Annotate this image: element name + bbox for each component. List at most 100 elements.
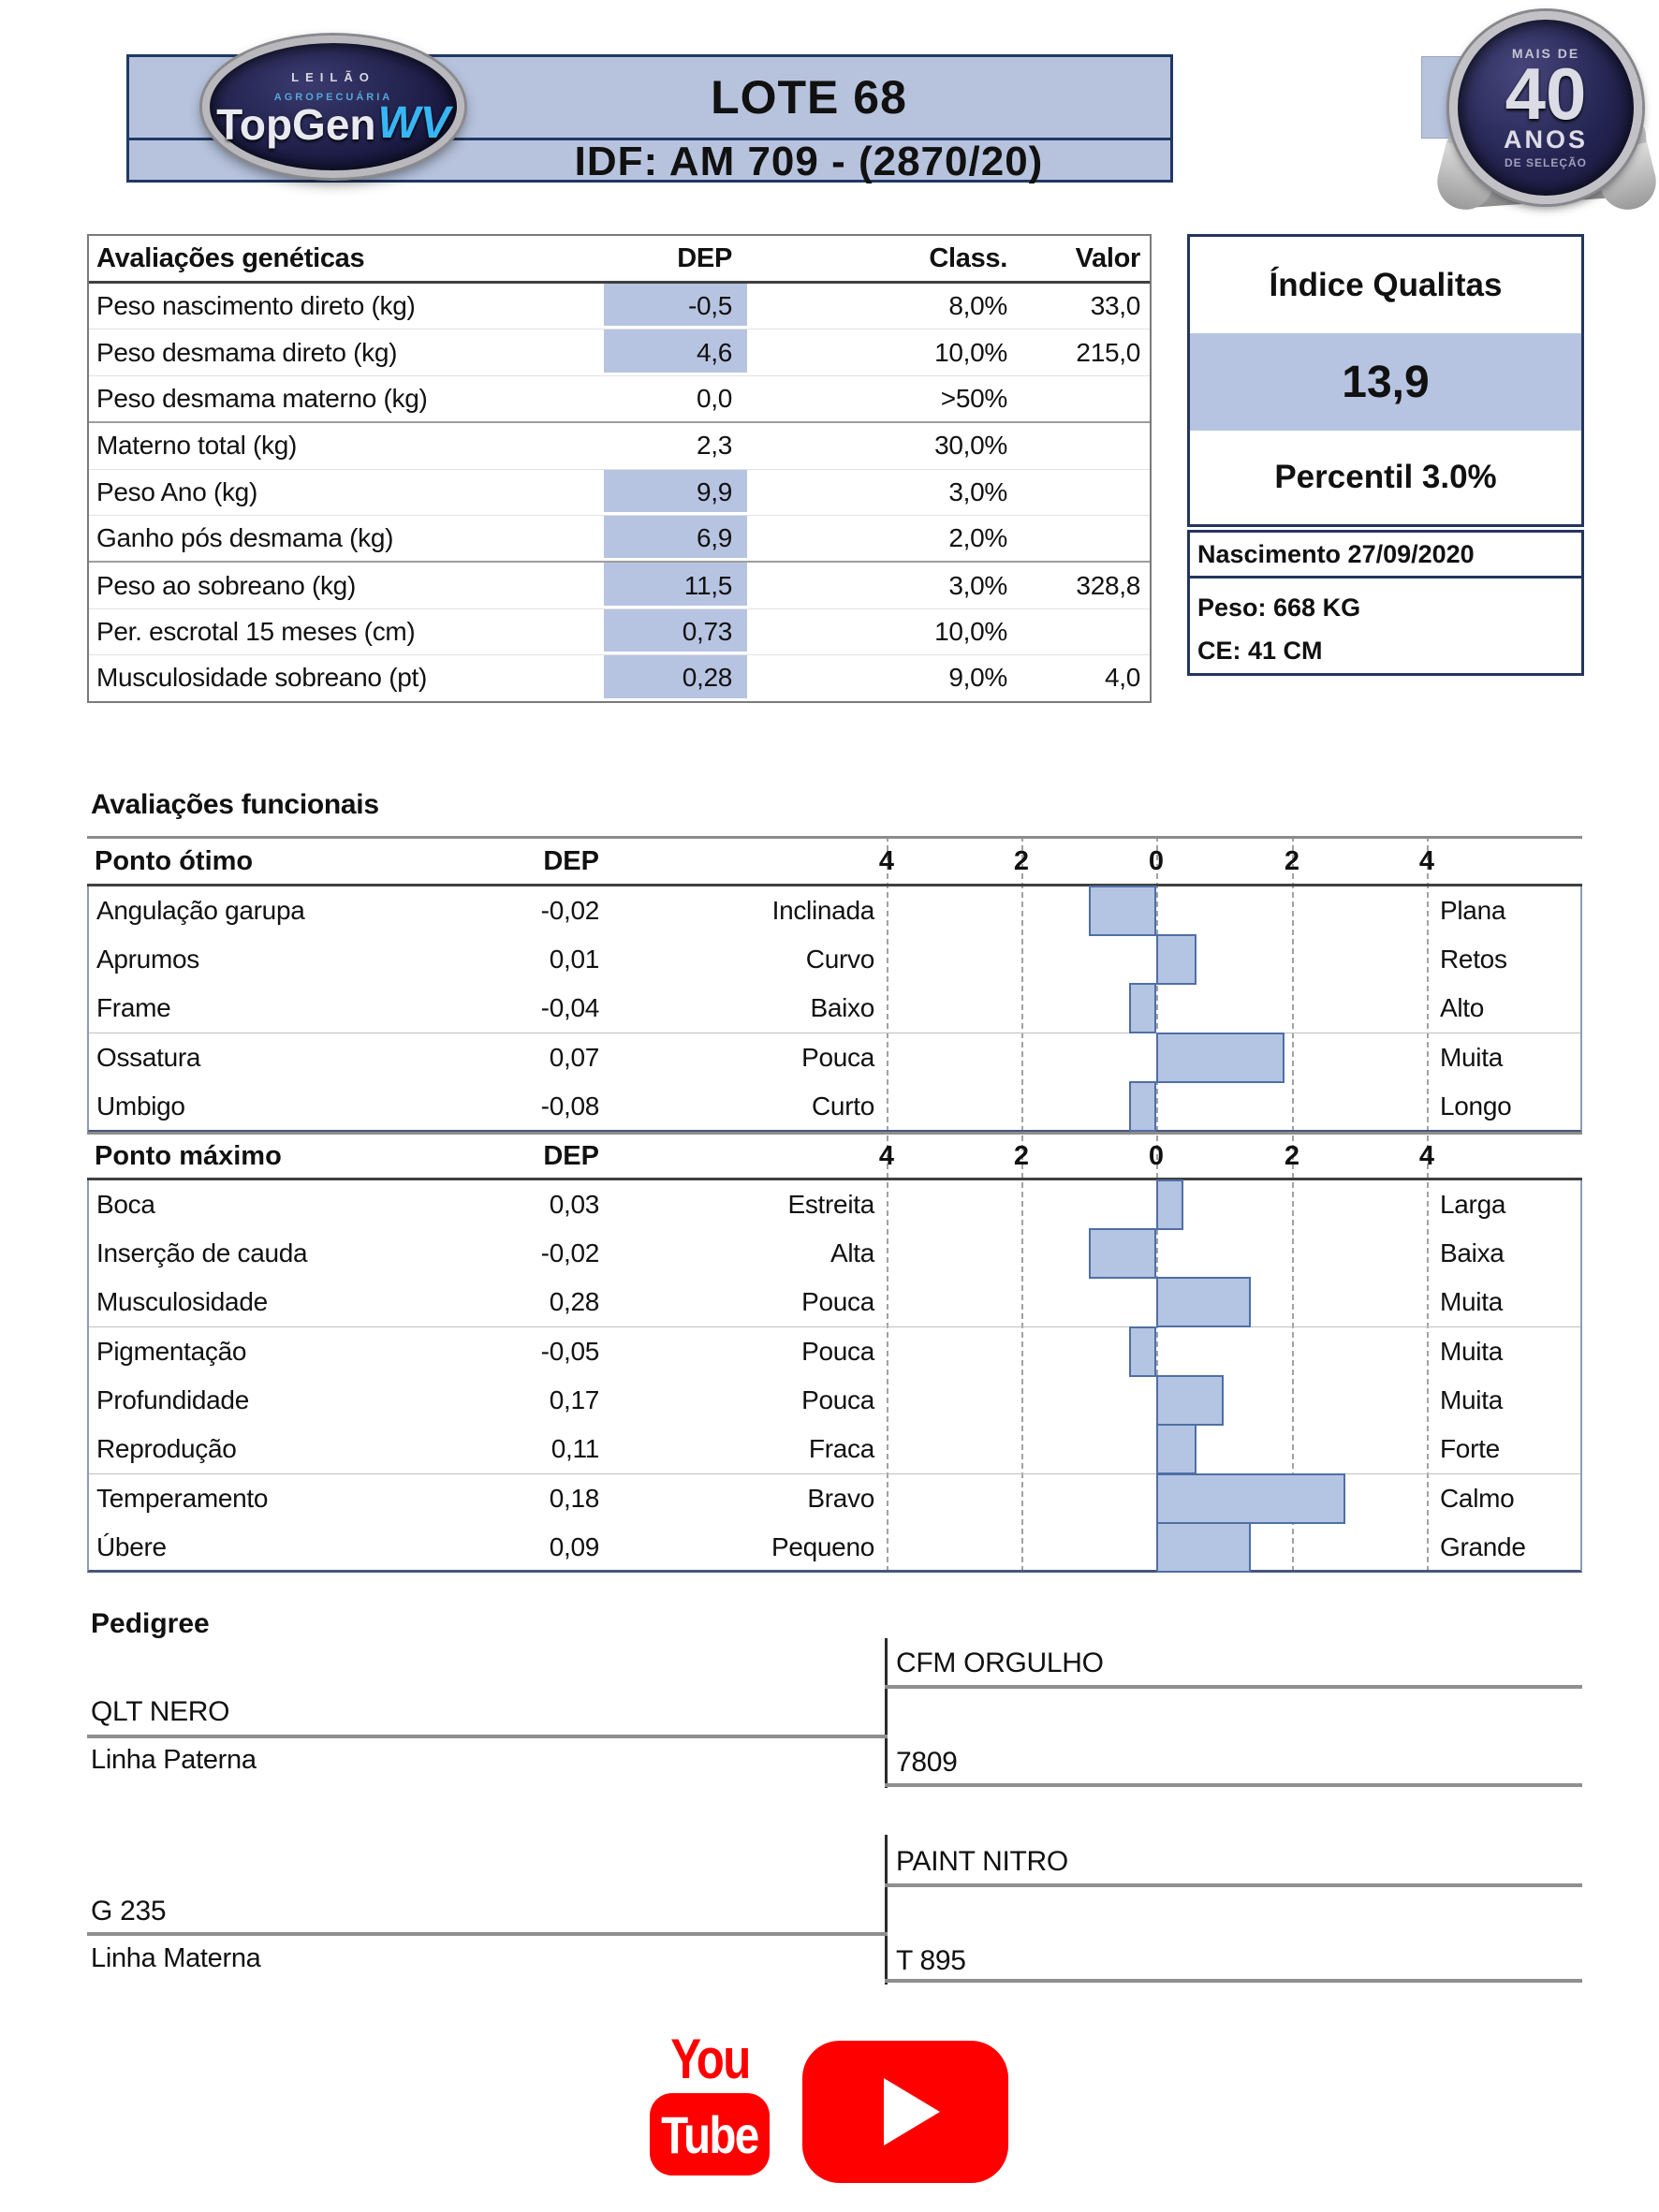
- trait-label: Ossatura: [96, 1043, 201, 1072]
- class-value: 30,0%: [934, 431, 1007, 461]
- trait-label: Umbigo: [96, 1091, 185, 1121]
- axis-tick: 2: [1013, 1140, 1030, 1171]
- functional-row: Aprumos 0,01 Curvo Retos: [89, 934, 1580, 985]
- trait-label: Aprumos: [96, 945, 199, 974]
- maternal-line-label: Linha Materna: [91, 1943, 261, 1973]
- trait-bar-cell: [880, 1326, 1434, 1377]
- trait-left-desc: Curto: [812, 1091, 874, 1121]
- dep-value: -0,5: [604, 284, 747, 330]
- index-value: 13,9: [1190, 333, 1581, 431]
- trait-dep: 0,17: [549, 1385, 600, 1414]
- functional-section-title: Avaliações funcionais: [91, 789, 379, 820]
- axis-tick: 0: [1148, 1140, 1165, 1171]
- trait-bar: [1156, 1277, 1251, 1327]
- anniversary-badge: MAIS DE 40 ANOS DE SELEÇÃO: [1421, 7, 1659, 230]
- trait-label: Frame: [96, 993, 171, 1022]
- section-header-label: Ponto ótimo: [95, 845, 254, 876]
- trait-dep: 0,18: [549, 1484, 600, 1513]
- badge-top-text: MAIS DE: [1511, 46, 1580, 62]
- trait-label: Úbere: [96, 1532, 167, 1561]
- table-row: Musculosidade sobreano (pt) 0,28 9,0% 4,…: [89, 655, 1150, 701]
- trait-right-desc: Muita: [1440, 1287, 1503, 1316]
- paternal-grandsire: CFM ORGULHO: [896, 1648, 1104, 1678]
- trait-bar-cell: [880, 1033, 1434, 1083]
- genetic-table-header: Avaliações genéticas DEP Class. Valor: [89, 236, 1150, 284]
- weight-value: Peso: 668 KG: [1197, 593, 1361, 622]
- functional-row: Angulação garupa -0,02 Inclinada Plana: [89, 886, 1580, 936]
- trait-left-desc: Pouca: [801, 1043, 874, 1072]
- pedigree-maternal-connector: [885, 1835, 888, 1985]
- animal-info-panel: Nascimento 27/09/2020 Peso: 668 KG CE: 4…: [1187, 530, 1584, 676]
- functional-evaluations-block: Ponto ótimo DEP 4 2 0 2 4 Angulação garu…: [87, 836, 1582, 1573]
- trait-left-desc: Bravo: [807, 1484, 874, 1513]
- gridline-minus4: [887, 836, 888, 1572]
- functional-row: Boca 0,03 Estreita Larga: [89, 1179, 1580, 1230]
- trait-right-desc: Muita: [1440, 1337, 1503, 1366]
- trait-dep: 0,11: [551, 1434, 600, 1463]
- trait-dep: 0,01: [549, 945, 600, 974]
- trait-dep: 0,09: [549, 1532, 600, 1561]
- trait-label: Musculosidade: [96, 1287, 268, 1316]
- dep-value: 9,9: [604, 469, 747, 515]
- functional-row: Frame -0,04 Baixo Alto: [89, 983, 1580, 1033]
- youtube-wordmark-logo[interactable]: You Tube: [644, 2031, 775, 2183]
- dep-header: DEP: [543, 1140, 599, 1171]
- pedigree-line: [885, 1685, 1582, 1689]
- trait-left-desc: Baixo: [810, 993, 874, 1022]
- lot-idf: IDF: AM 709 - (2870/20): [574, 138, 1044, 184]
- trait-label: Angulação garupa: [96, 896, 305, 925]
- functional-row: Reprodução 0,11 Fraca Forte: [89, 1424, 1580, 1474]
- trait-bar-cell: [880, 1179, 1434, 1230]
- trait-right-desc: Larga: [1440, 1190, 1506, 1219]
- trait-bar-cell: [880, 1424, 1434, 1474]
- logo-agropecuaria-text: AGROPECUÁRIA: [273, 92, 393, 104]
- trait-bar-cell: [880, 1228, 1434, 1279]
- trait-right-desc: Plana: [1440, 896, 1506, 925]
- pedigree-line: [885, 1883, 1582, 1887]
- row-label: Peso desmama direto (kg): [96, 337, 398, 367]
- trait-bar-cell: [880, 983, 1434, 1033]
- trait-dep: 0,03: [549, 1190, 600, 1219]
- axis-tick: 4: [878, 845, 895, 876]
- trait-bar: [1088, 1228, 1156, 1279]
- functional-row: Inserção de cauda -0,02 Alta Baixa: [89, 1228, 1580, 1279]
- functional-row: Ossatura 0,07 Pouca Muita: [89, 1033, 1580, 1083]
- dep-header: DEP: [543, 845, 599, 876]
- dep-value: 11,5: [604, 563, 747, 608]
- trait-bar: [1156, 1424, 1197, 1474]
- trait-label: Temperamento: [96, 1484, 269, 1513]
- badge-medal-icon: MAIS DE 40 ANOS DE SELEÇÃO: [1449, 11, 1642, 204]
- table-row: Peso desmama materno (kg) 0,0 >50%: [89, 376, 1150, 424]
- trait-left-desc: Alta: [830, 1238, 874, 1267]
- trait-left-desc: Estreita: [787, 1190, 874, 1219]
- paternal-line-label: Linha Paterna: [91, 1745, 257, 1775]
- class-value: 8,0%: [948, 291, 1007, 321]
- trait-bar: [1156, 1522, 1251, 1573]
- row-label: Peso ao sobreano (kg): [96, 570, 356, 600]
- axis-tick: 4: [1418, 1140, 1435, 1171]
- pedigree-line: [885, 1979, 1582, 1983]
- youtube-play-button[interactable]: [802, 2041, 1008, 2183]
- trait-dep: -0,04: [540, 993, 600, 1022]
- trait-right-desc: Retos: [1440, 945, 1507, 974]
- trait-dep: -0,08: [540, 1091, 600, 1121]
- trait-bar-cell: [880, 1081, 1434, 1132]
- ponto-maximo-header: Ponto máximo DEP 4 2 0 2 4: [87, 1132, 1582, 1180]
- trait-bar-cell: [880, 886, 1434, 936]
- column-header-valor: Valor: [1075, 242, 1141, 273]
- youtube-tube-text: Tube: [661, 2104, 759, 2164]
- trait-dep: -0,05: [540, 1337, 600, 1366]
- paternal-granddam: 7809: [896, 1747, 958, 1778]
- row-label: Peso Ano (kg): [96, 476, 257, 506]
- trait-bar-cell: [880, 1522, 1434, 1573]
- table-row: Materno total (kg) 2,3 30,0%: [89, 423, 1150, 470]
- functional-row: Musculosidade 0,28 Pouca Muita: [89, 1277, 1580, 1327]
- table-row: Peso nascimento direto (kg) -0,5 8,0% 33…: [89, 284, 1150, 330]
- trait-bar: [1129, 1326, 1156, 1377]
- trait-label: Reprodução: [96, 1434, 237, 1463]
- index-percentile: Percentil 3.0%: [1274, 459, 1497, 495]
- trait-left-desc: Curvo: [805, 945, 875, 974]
- trait-bar: [1156, 1179, 1183, 1230]
- birth-date: Nascimento 27/09/2020: [1190, 533, 1581, 579]
